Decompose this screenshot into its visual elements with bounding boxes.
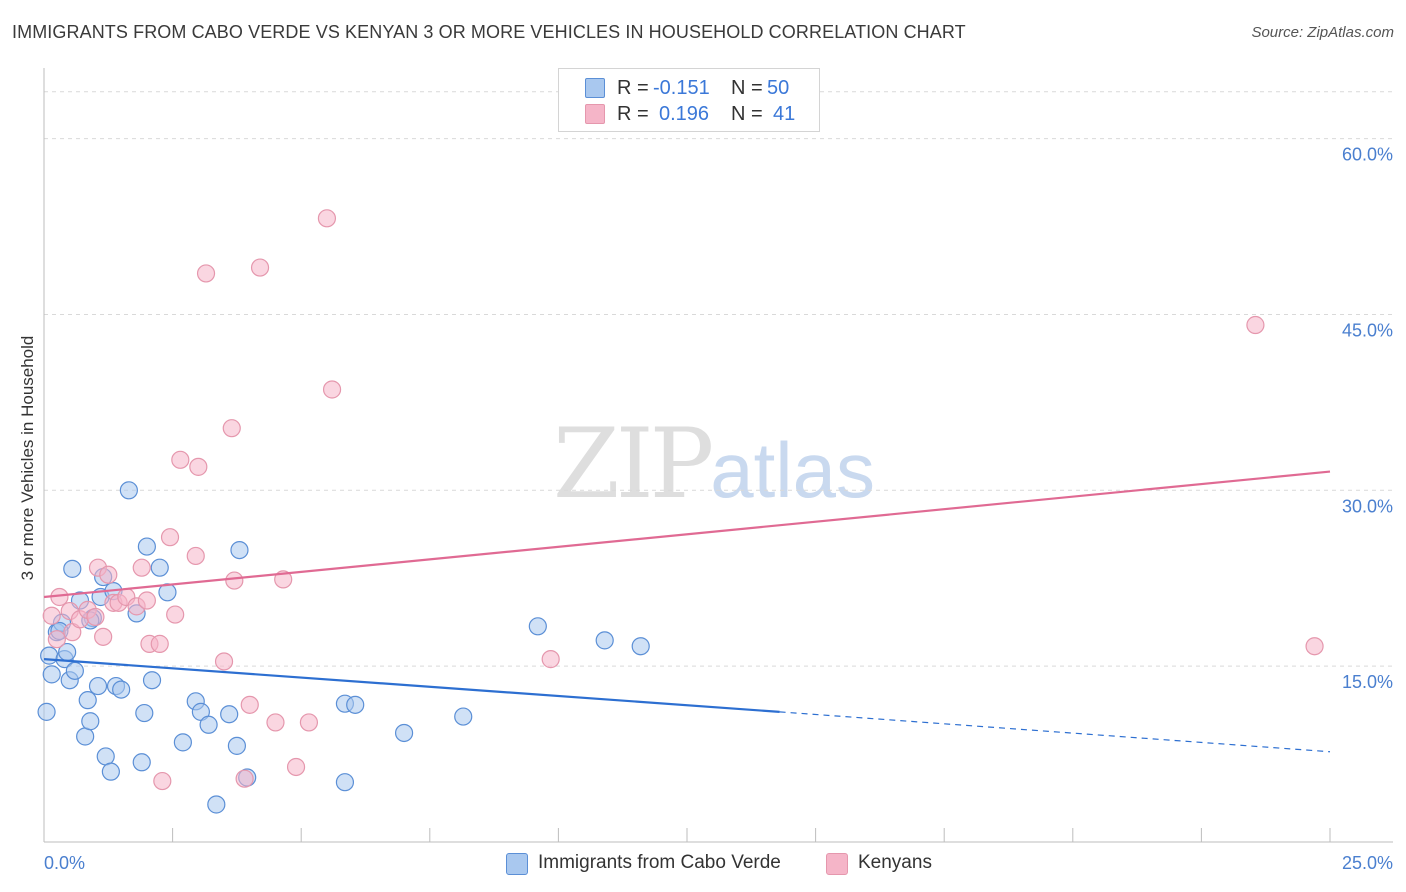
legend-swatch-blue: [506, 853, 528, 875]
cabo-verde-point: [112, 680, 131, 699]
kenyan-point: [86, 607, 105, 627]
kenyan-point: [214, 652, 234, 671]
cabo-verde-point: [335, 773, 355, 792]
kenyan-point: [189, 457, 208, 476]
kenyan-point: [286, 757, 306, 777]
kenyan-point: [541, 650, 560, 669]
kenyan-point: [47, 630, 66, 649]
cabo-verde-point: [394, 723, 414, 743]
kenyan-point: [150, 634, 169, 653]
kenyan-point: [132, 558, 151, 577]
cabo-verde-point: [137, 537, 156, 556]
cabo-verde-trend-extension: [779, 711, 1331, 753]
cabo-verde-point: [135, 703, 154, 723]
kenyan-point: [171, 450, 190, 469]
cabo-verde-trend-line: [43, 658, 780, 713]
kenyan-point: [1305, 637, 1324, 656]
cabo-verde-point: [132, 753, 151, 772]
kenyan-point: [317, 209, 337, 228]
kenyan-point: [160, 528, 180, 547]
n-label: N =: [731, 77, 763, 99]
kenyan-point: [222, 419, 241, 438]
n-value: 41: [773, 103, 796, 125]
cabo-verde-point: [37, 702, 56, 721]
cabo-verde-point: [96, 747, 115, 766]
kenyan-point: [322, 380, 342, 399]
cabo-verde-point: [76, 727, 95, 746]
kenyan-point: [94, 627, 113, 646]
correlation-legend: R = -0.151 N = 50 R = 0.196 N = 41: [558, 68, 820, 132]
y-tick-label: 45.0%: [1342, 320, 1393, 340]
trend-lines: [43, 470, 1331, 753]
cabo-verde-point: [101, 762, 120, 781]
chart-title: IMMIGRANTS FROM CABO VERDE VS KENYAN 3 O…: [12, 22, 966, 42]
kenyan-point: [299, 713, 319, 732]
y-tick-label: 60.0%: [1342, 145, 1393, 165]
cabo-verde-point: [227, 736, 246, 755]
n-value: 50: [767, 77, 790, 99]
cabo-verde-point: [81, 712, 100, 731]
r-value: 0.196: [659, 103, 710, 125]
kenyan-point: [186, 546, 205, 566]
legend-swatch-pink: [585, 104, 605, 124]
r-value: -0.151: [653, 77, 710, 99]
cabo-verde-point: [346, 695, 365, 714]
kenyan-point: [166, 605, 185, 624]
source-credit: Source: ZipAtlas.com: [1251, 24, 1394, 41]
kenyan-point: [250, 258, 270, 277]
cabo-verde-point: [199, 715, 218, 734]
y-tick-label: 15.0%: [1342, 672, 1393, 692]
x-tick-label-min: 0.0%: [44, 853, 85, 873]
y-tick-label: 30.0%: [1342, 496, 1393, 516]
watermark-atlas: atlas: [710, 426, 875, 514]
kenyan-point: [225, 571, 244, 590]
cabo-verde-point: [63, 559, 82, 578]
watermark-zip: ZIP: [553, 408, 714, 520]
cabo-verde-point: [454, 707, 473, 726]
cabo-verde-point: [631, 637, 650, 656]
legend-label: Kenyans: [858, 852, 932, 873]
cabo-verde-point: [119, 481, 138, 500]
cabo-verde-point: [595, 631, 614, 650]
kenyan-point: [240, 695, 259, 714]
cabo-verde-point: [78, 691, 97, 710]
legend-swatch-pink: [826, 853, 848, 875]
cabo-verde-point: [528, 617, 547, 636]
kenyan-point: [1246, 315, 1265, 335]
kenyan-point: [137, 591, 156, 610]
r-label: R =: [617, 103, 649, 125]
axes: [43, 68, 1393, 843]
kenyan-point: [42, 606, 61, 625]
cabo-verde-point: [65, 661, 84, 680]
n-label: N =: [731, 103, 763, 125]
kenyan-point: [266, 713, 285, 732]
kenyan-point: [153, 771, 172, 791]
cabo-verde-point: [150, 558, 169, 577]
gridlines: [44, 91, 1393, 667]
cabo-verde-point: [173, 733, 192, 752]
cabo-verde-point: [207, 795, 226, 814]
legend-swatch-blue: [585, 78, 605, 98]
cabo-verde-point: [40, 646, 59, 665]
cabo-verde-point: [42, 665, 61, 684]
cabo-verde-point: [220, 705, 239, 724]
r-label: R =: [617, 77, 649, 99]
zipatlas-watermark: ZIPatlas: [553, 408, 875, 520]
x-tick-label-max: 25.0%: [1342, 853, 1393, 873]
legend-label: Immigrants from Cabo Verde: [538, 852, 781, 873]
cabo-verde-point: [230, 540, 249, 560]
data-points: [37, 209, 1324, 814]
kenyan-trend-line: [43, 470, 1331, 599]
kenyan-point: [99, 565, 118, 584]
cabo-verde-point: [142, 671, 162, 690]
kenyan-point: [196, 264, 216, 283]
tick-labels: 0.0% 25.0% 15.0% 30.0% 45.0% 60.0%: [44, 145, 1393, 873]
cabo-verde-point: [88, 676, 108, 696]
kenyan-point: [235, 769, 254, 788]
cabo-verde-point: [158, 583, 177, 602]
